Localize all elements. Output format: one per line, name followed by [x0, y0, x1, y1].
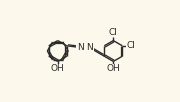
Text: N: N [77, 43, 84, 52]
Text: Cl: Cl [109, 28, 118, 37]
Text: N: N [86, 43, 93, 52]
Text: OH: OH [106, 64, 120, 73]
Text: OH: OH [51, 64, 65, 73]
Text: Cl: Cl [126, 41, 135, 50]
